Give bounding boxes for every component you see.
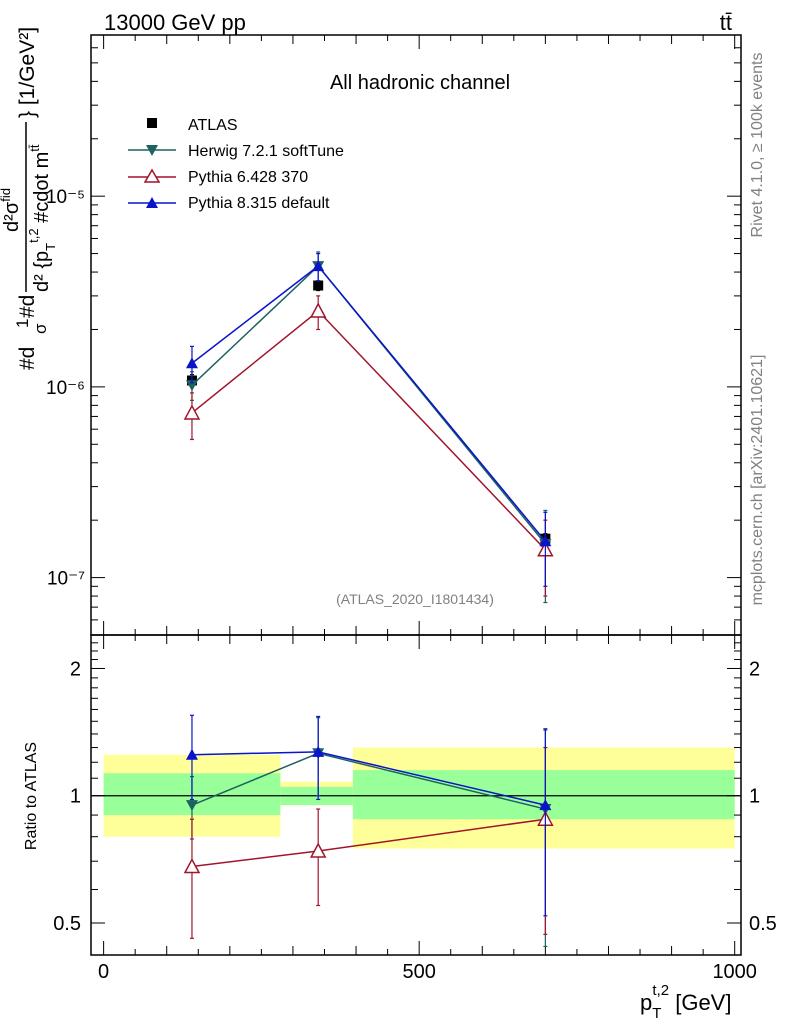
ratio-y-tick-label-right: 0.5 bbox=[749, 913, 777, 935]
main-y-axis-label: #d 1 σ #d d²σfid d² {pTt,2 #cdot mtt̄ } … bbox=[0, 27, 58, 370]
main-data-point bbox=[309, 302, 327, 318]
legend-marker-pythia6 bbox=[143, 168, 161, 183]
mcplots-label: mcplots.cern.ch [arXiv:2401.10621] bbox=[749, 355, 766, 606]
ratio-panel: 0.5 0.5 1 1 2 2 0 500 1000 bbox=[53, 634, 777, 983]
ratio-y-tick-label-right: 1 bbox=[749, 786, 760, 808]
energy-label: 13000 GeV pp bbox=[104, 10, 246, 35]
ylabel-frac-den-rest: #cdot m bbox=[31, 152, 53, 229]
ylabel-frac-den-sup: t,2 bbox=[26, 228, 41, 242]
ylabel-frac-den: d² {p bbox=[31, 251, 53, 292]
main-data-point bbox=[183, 404, 201, 420]
ylabel-frac-num: d²σ bbox=[1, 201, 23, 232]
xlabel-main: p bbox=[640, 990, 652, 1015]
legend-entry-herwig: Herwig 7.2.1 softTune bbox=[128, 143, 344, 160]
ratio-data-point bbox=[309, 842, 327, 858]
main-series-3 bbox=[185, 252, 552, 587]
ratio-data-point bbox=[312, 745, 325, 757]
ratio-data-point bbox=[183, 857, 201, 874]
legend-entry-pythia6: Pythia 6.428 370 bbox=[128, 168, 308, 186]
ylabel-frac-den-sub: T bbox=[43, 243, 58, 251]
main-series-2 bbox=[183, 295, 554, 597]
svg-text:σ: σ bbox=[31, 323, 50, 334]
main-series-line bbox=[191, 265, 546, 542]
main-y-tick-label: 10⁻⁶ bbox=[46, 378, 85, 399]
main-data-point bbox=[539, 535, 552, 547]
ratio-y-tick-label-left: 0.5 bbox=[53, 913, 81, 935]
main-series-line bbox=[191, 309, 546, 551]
xlabel-sup: t,2 bbox=[652, 982, 669, 999]
svg-text:#d: #d bbox=[16, 347, 39, 370]
ratio-series-2 bbox=[185, 714, 552, 917]
legend-label-pythia8: Pythia 8.315 default bbox=[188, 195, 330, 212]
legend-label-herwig: Herwig 7.2.1 softTune bbox=[188, 143, 344, 160]
ratio-y-tick-label-left: 1 bbox=[70, 786, 81, 808]
main-data-point bbox=[312, 260, 325, 272]
ylabel-frac-den-sup2: tt̄ bbox=[27, 144, 42, 152]
analysis-tag: (ATLAS_2020_I1801434) bbox=[336, 591, 494, 607]
main-y-tick-label: 10⁻⁵ bbox=[46, 187, 85, 208]
ylabel-frac-num-sup: fid bbox=[0, 188, 13, 202]
xlabel-units: [GeV] bbox=[669, 990, 731, 1015]
main-data-point bbox=[313, 280, 324, 291]
ratio-y-tick-label-right: 2 bbox=[749, 658, 760, 680]
svg-text:1: 1 bbox=[13, 319, 32, 328]
main-data-point bbox=[185, 380, 198, 392]
ratio-data-point bbox=[185, 800, 198, 812]
ratio-frame bbox=[90, 634, 742, 956]
x-axis-label: pTt,2 [GeV] bbox=[640, 982, 731, 1022]
ratio-data-point bbox=[539, 799, 552, 811]
ylabel-part-c: σ bbox=[31, 323, 50, 334]
legend-label-atlas: ATLAS bbox=[188, 117, 238, 134]
main-data-point bbox=[185, 357, 198, 369]
x-tick-label: 500 bbox=[402, 961, 435, 983]
ratio-y-axis-label: Ratio to ATLAS bbox=[23, 742, 40, 850]
legend-label-pythia6: Pythia 6.428 370 bbox=[188, 169, 308, 186]
x-tick-label: 1000 bbox=[712, 961, 757, 983]
legend-marker-pythia8 bbox=[146, 197, 158, 208]
legend-entry-pythia8: Pythia 8.315 default bbox=[128, 195, 330, 212]
ylabel-part-d: #d bbox=[16, 295, 39, 318]
rivet-label: Rivet 4.1.0, ≥ 100k events bbox=[749, 53, 766, 238]
legend-entry-atlas: ATLAS bbox=[147, 117, 238, 134]
svg-text:d² {pTt,2 #cdot mtt̄: d² {pTt,2 #cdot mtt̄ bbox=[26, 144, 58, 292]
legend-marker-herwig bbox=[146, 145, 158, 156]
ylabel-part-a: #d bbox=[16, 347, 39, 370]
main-title: All hadronic channel bbox=[330, 72, 510, 94]
main-y-tick-label: 10⁻⁷ bbox=[47, 569, 85, 590]
main-series-1 bbox=[185, 251, 552, 604]
main-series-0 bbox=[186, 280, 551, 545]
ratio-y-tick-label-left: 2 bbox=[70, 658, 81, 680]
process-label: tt̄ bbox=[720, 10, 732, 35]
svg-text:} [1/GeV²]: } [1/GeV²] bbox=[16, 27, 39, 118]
legend-marker-atlas bbox=[147, 118, 157, 128]
main-series-line bbox=[191, 264, 546, 545]
ylabel-part-b: 1 bbox=[13, 319, 32, 328]
main-panel: 10⁻⁷ 10⁻⁶ 10⁻⁵ bbox=[46, 34, 742, 636]
legend: ATLAS Herwig 7.2.1 softTune Pythia 6.428… bbox=[128, 117, 344, 212]
xlabel-sub: T bbox=[652, 1005, 661, 1022]
ratio-data-point bbox=[185, 748, 198, 760]
ylabel-units: } [1/GeV²] bbox=[16, 27, 39, 118]
svg-text:d²σfid: d²σfid bbox=[0, 188, 23, 232]
svg-text:#d: #d bbox=[16, 295, 39, 318]
x-tick-label: 0 bbox=[98, 961, 109, 983]
